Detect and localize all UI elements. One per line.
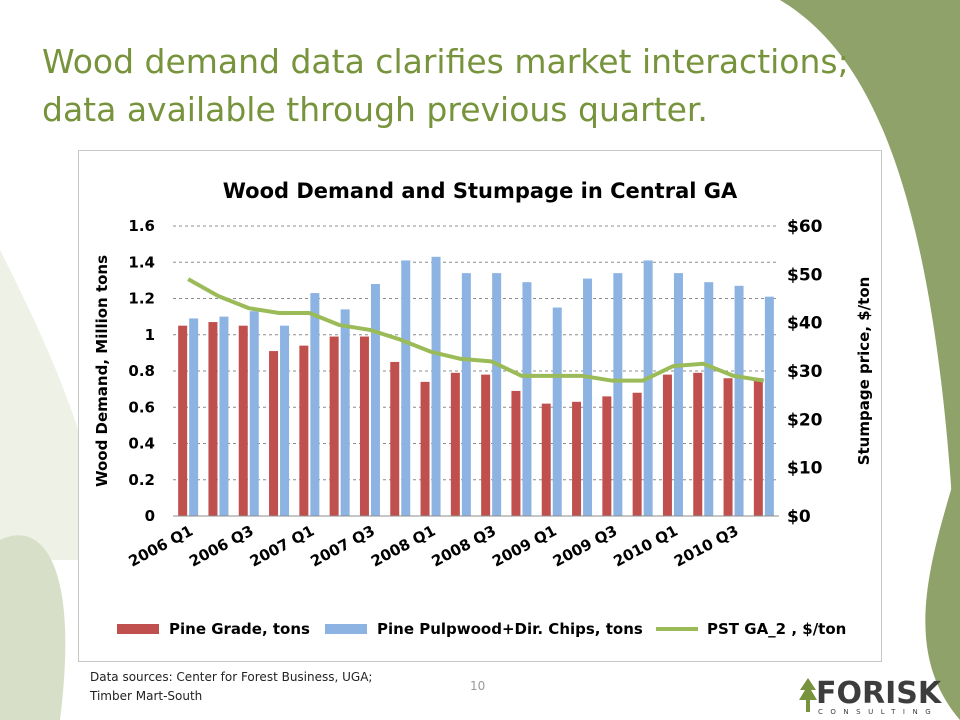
- pine-grade-bar: [390, 361, 400, 516]
- pine-pulpwood-bar: [734, 285, 744, 516]
- pine-pulpwood-bar: [673, 273, 683, 516]
- pine-grade-bar: [450, 372, 460, 516]
- pine-pulpwood-bar: [613, 273, 623, 516]
- chart-frame: Wood Demand and Stumpage in Central GA 0 0…: [78, 150, 882, 662]
- y-tick-label: 1.6: [128, 217, 155, 235]
- y2-tick-label: $20: [787, 410, 823, 430]
- pine-grade-bar: [299, 345, 309, 516]
- page-number: 10: [470, 679, 486, 693]
- pine-pulpwood-bar: [219, 316, 229, 516]
- pine-grade-bar: [693, 372, 703, 516]
- x-tick-label: 2007 Q3: [307, 522, 377, 571]
- pine-grade-bar: [541, 403, 551, 516]
- slide-title: Wood demand data clarifies market intera…: [42, 38, 922, 134]
- y-axis-title: Wood Demand, Million tons: [93, 255, 111, 487]
- sources-line2: Timber Mart-South: [90, 689, 203, 703]
- pine-pulpwood-bar: [249, 311, 259, 516]
- y2-tick-label: $10: [787, 459, 823, 479]
- pine-pulpwood-bar: [552, 307, 562, 516]
- slide-title-line1: Wood demand data clarifies market intera…: [42, 42, 849, 81]
- pine-grade-bar: [632, 392, 642, 516]
- pine-pulpwood-bar: [431, 256, 441, 516]
- x-tick-label: 2010 Q3: [671, 522, 741, 571]
- y-tick-label: 0.8: [128, 362, 155, 380]
- y-tick-label: 1: [145, 326, 155, 344]
- pine-pulpwood-bar: [492, 273, 502, 516]
- pine-grade-bar: [753, 378, 763, 516]
- legend-swatch-pine-pulpwood: [325, 624, 367, 634]
- legend-label-pine-pulpwood: Pine Pulpwood+Dir. Chips, tons: [377, 620, 643, 638]
- x-tick-label: 2007 Q1: [247, 522, 317, 571]
- y2-tick-label: $0: [787, 507, 811, 527]
- wood-demand-chart: Wood Demand and Stumpage in Central GA 0 0…: [93, 179, 873, 638]
- y2-tick-label: $60: [787, 217, 823, 237]
- y-tick-label: 1.2: [128, 290, 155, 308]
- slide-title-line2: data available through previous quarter.: [42, 90, 708, 129]
- pine-pulpwood-bar: [340, 309, 350, 516]
- data-sources: Data sources: Center for Forest Business…: [90, 668, 420, 706]
- y-tick-label: 0.2: [128, 471, 155, 489]
- pine-pulpwood-bar: [764, 296, 774, 516]
- pine-pulpwood-bar: [370, 284, 380, 516]
- pine-pulpwood-bar: [310, 293, 320, 516]
- pine-grade-bar: [329, 336, 339, 516]
- y2-tick-label: $40: [787, 314, 823, 334]
- pine-pulpwood-bar: [461, 273, 471, 516]
- forisk-logo: FORISK CONSULTING: [798, 676, 954, 716]
- pine-pulpwood-bar: [704, 282, 714, 516]
- stumpage-price-line: [187, 277, 765, 383]
- pine-grade-bar: [723, 378, 733, 516]
- logo-text: FORISK: [816, 676, 942, 711]
- legend-label-pine-grade: Pine Grade, tons: [169, 620, 310, 638]
- x-tick-label: 2009 Q3: [550, 522, 620, 571]
- chart-title: Wood Demand and Stumpage in Central GA: [223, 179, 738, 203]
- y2-tick-label: $50: [787, 265, 823, 285]
- legend-swatch-pine-grade: [117, 624, 159, 634]
- pine-grade-bar: [359, 336, 369, 516]
- sources-line1: Data sources: Center for Forest Business…: [90, 670, 373, 684]
- x-tick-label: 2008 Q3: [429, 522, 499, 571]
- pine-grade-bar: [511, 390, 521, 516]
- pine-grade-bar: [178, 325, 188, 516]
- pine-grade-bar: [420, 381, 430, 516]
- pine-grade-bar: [269, 351, 279, 516]
- y2-tick-label: $30: [787, 362, 823, 382]
- y-tick-label: 0.4: [128, 435, 155, 453]
- tree-icon: [799, 678, 817, 712]
- pine-pulpwood-bar: [280, 325, 290, 516]
- pine-pulpwood-bar: [643, 260, 653, 516]
- pine-grade-bar: [602, 396, 612, 516]
- y-tick-label: 1.4: [128, 253, 155, 271]
- x-tick-label: 2006 Q3: [186, 522, 256, 571]
- x-tick-label: 2010 Q1: [610, 522, 680, 571]
- y2-axis-title: Stumpage price, $/ton: [855, 277, 873, 466]
- logo-subtext: CONSULTING: [818, 708, 939, 716]
- x-tick-label: 2006 Q1: [126, 522, 196, 571]
- y-tick-label: 0: [145, 507, 155, 525]
- pine-grade-bar: [208, 322, 218, 516]
- legend-label-pst-price: PST GA_2 , $/ton: [707, 620, 846, 638]
- x-tick-label: 2009 Q1: [489, 522, 559, 571]
- y-tick-label: 0.6: [128, 398, 155, 416]
- pine-grade-bar: [662, 374, 672, 516]
- pine-pulpwood-bar: [583, 278, 593, 516]
- pine-grade-bar: [238, 325, 248, 516]
- pine-grade-bar: [481, 374, 491, 516]
- x-tick-label: 2008 Q1: [368, 522, 438, 571]
- pine-pulpwood-bar: [189, 318, 199, 516]
- pine-pulpwood-bar: [522, 282, 532, 516]
- pine-pulpwood-bar: [401, 260, 411, 516]
- pine-grade-bar: [572, 401, 582, 516]
